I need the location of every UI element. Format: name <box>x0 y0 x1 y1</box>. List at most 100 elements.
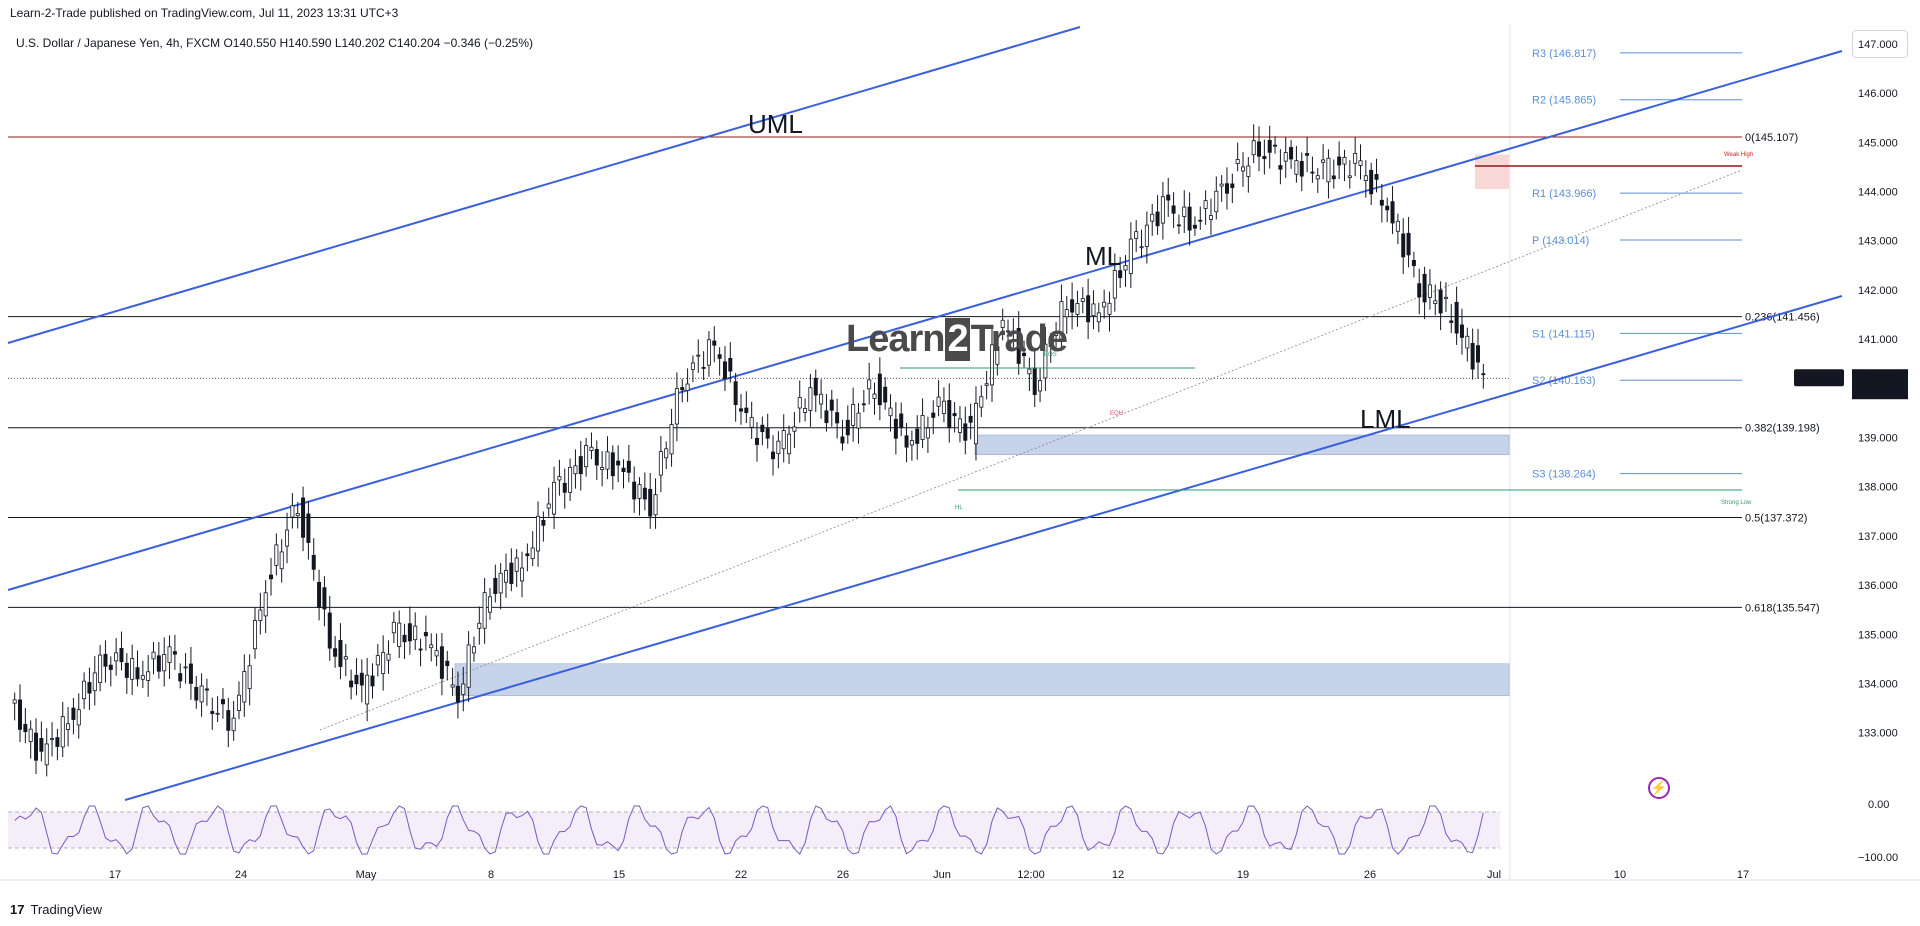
candle-body <box>1144 224 1149 247</box>
candle-body <box>1048 345 1053 347</box>
candle-body <box>290 505 295 518</box>
candle-body <box>664 448 669 459</box>
candle-body <box>776 440 781 455</box>
candle-body <box>957 418 962 433</box>
candle-body <box>642 487 647 500</box>
price-tag-bg <box>1852 369 1908 400</box>
candle-body <box>1091 303 1096 317</box>
candle-body <box>493 578 498 594</box>
candle-body <box>797 397 802 409</box>
candle-body <box>28 728 33 742</box>
candle-body <box>893 418 898 439</box>
candle-body <box>573 465 578 475</box>
candle-body <box>1022 352 1027 357</box>
annotation-label: Strong Low <box>1721 500 1752 506</box>
lightning-icon[interactable]: ⚡ <box>1648 777 1670 799</box>
candle-body <box>787 433 792 455</box>
candle-body <box>941 400 946 414</box>
candle-body <box>407 623 412 642</box>
candle-body <box>1257 141 1262 157</box>
price-tag-timer: 02:29:00 <box>1859 386 1902 398</box>
candle-body <box>1246 165 1251 177</box>
candle-body <box>231 717 236 732</box>
candle-body <box>1214 190 1219 213</box>
candle-body <box>199 685 204 703</box>
candle-body <box>1321 159 1326 163</box>
candle-body <box>119 647 124 663</box>
candle-body <box>1289 147 1294 160</box>
candle-body <box>375 655 380 666</box>
candle-body <box>1294 160 1299 175</box>
candle-body <box>39 738 44 752</box>
candle-body <box>140 675 145 680</box>
candle-body <box>370 675 375 687</box>
candle-body <box>1192 224 1197 229</box>
rsi-tick-label: −100.00 <box>1858 852 1898 864</box>
candle-body <box>722 361 727 379</box>
candle-body <box>621 467 626 472</box>
chart-settings-button[interactable] <box>1852 30 1908 58</box>
candle-body <box>701 367 706 369</box>
candle-body <box>455 685 460 703</box>
fib-label: 0.236(141.456) <box>1745 312 1820 324</box>
rsi-band <box>8 812 1500 848</box>
candle-body <box>1406 232 1411 256</box>
candle-body <box>274 544 279 566</box>
zone-demand-upper <box>974 434 1510 455</box>
annotation-label: HL <box>955 505 963 511</box>
candle-body <box>135 667 140 680</box>
candle-body <box>365 674 370 705</box>
price-tick-label: 144.000 <box>1858 186 1898 198</box>
candle-body <box>1385 205 1390 211</box>
candle-body <box>1016 328 1021 364</box>
candle-body <box>487 596 492 613</box>
fib-label: 0(145.107) <box>1745 132 1798 144</box>
footer-brand: TradingView <box>30 902 103 917</box>
candle-body <box>1011 330 1016 333</box>
candle-body <box>1160 196 1165 224</box>
price-tick-label: 133.000 <box>1858 728 1898 740</box>
pivot-label: P (143.014) <box>1532 235 1589 247</box>
candle-body <box>1369 169 1374 195</box>
candle-body <box>562 482 567 493</box>
candle-body <box>103 653 108 667</box>
tradingview-footer[interactable]: 17 TradingView <box>10 902 102 917</box>
candle-body <box>984 383 989 386</box>
candle-body <box>995 346 1000 365</box>
candle-body <box>685 383 690 391</box>
candle-body <box>114 652 119 662</box>
candle-body <box>477 622 482 629</box>
candle-body <box>1326 157 1331 183</box>
candle-body <box>12 699 17 704</box>
candle-body <box>354 674 359 685</box>
candle-body <box>669 424 674 455</box>
candle-body <box>760 424 765 433</box>
trend-dotted-line <box>319 169 1743 731</box>
candle-body <box>883 386 888 403</box>
symbol-info[interactable]: U.S. Dollar / Japanese Yen, 4h, FXCM O14… <box>16 36 534 50</box>
candle-body <box>925 427 930 439</box>
candle-body <box>931 412 936 418</box>
time-tick-label: Jul <box>1487 869 1501 881</box>
symbol-tag-bg <box>1794 369 1844 387</box>
candle-body <box>1102 301 1107 308</box>
candle-body <box>1353 153 1358 164</box>
candle-body <box>1465 335 1470 349</box>
candle-body <box>1032 367 1037 395</box>
candle-body <box>1123 265 1128 271</box>
candle-body <box>1070 299 1075 313</box>
candle-body <box>1166 194 1171 201</box>
time-tick-label: 17 <box>1737 869 1749 881</box>
candle-body <box>1000 319 1005 328</box>
tradingview-logo-icon: 17 <box>10 902 25 917</box>
candle-body <box>947 400 952 429</box>
price-tick-label: 145.000 <box>1858 137 1898 149</box>
candle-body <box>813 377 818 396</box>
candle-body <box>1219 183 1224 187</box>
candle-body <box>1273 144 1278 147</box>
time-tick-label: 24 <box>235 869 247 881</box>
candle-body <box>295 513 300 517</box>
candle-body <box>899 413 904 428</box>
